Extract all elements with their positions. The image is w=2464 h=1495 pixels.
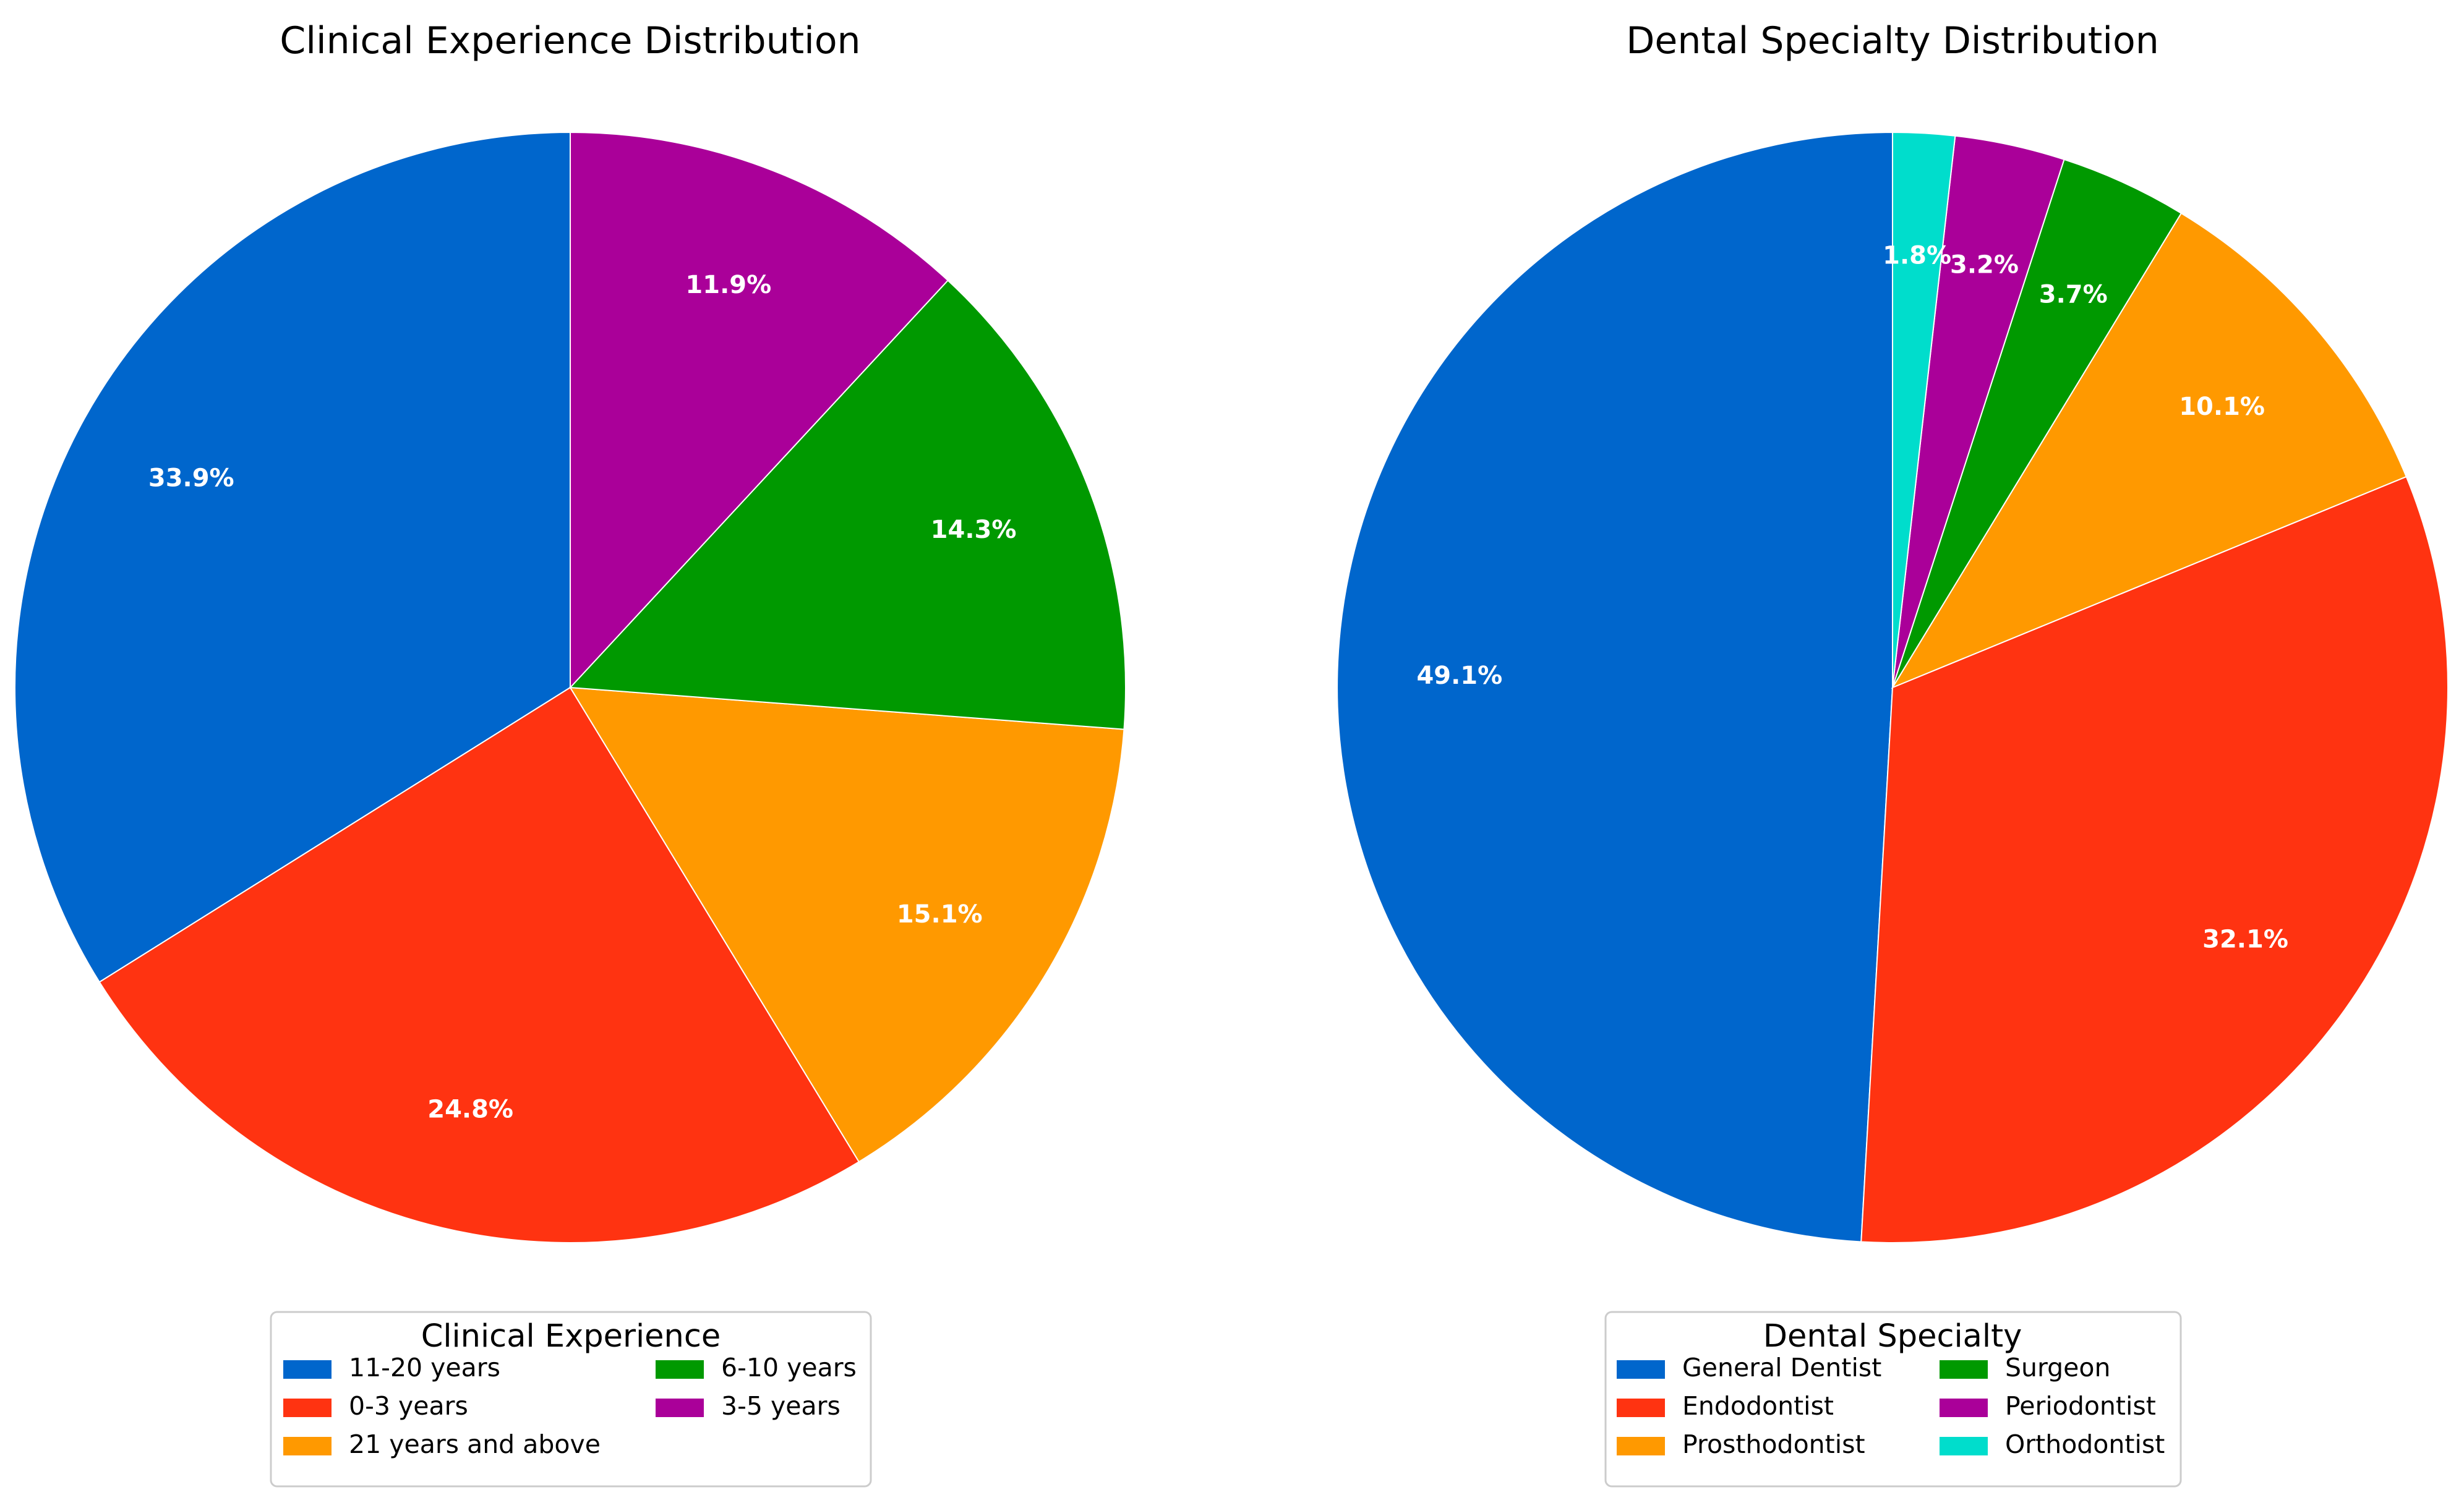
pie-slice-prosthodontist [1891, 212, 2408, 689]
legend-swatch-prosthodontist [1617, 1437, 1665, 1455]
chart-clinical-experience: Clinical Experience Distribution 33.9% 24… [14, 19, 1126, 1488]
legend-frame [1604, 1311, 2182, 1488]
pct-label-3-5-years: 11.9% [685, 271, 771, 299]
pct-label-0-3-years: 24.8% [427, 1096, 513, 1124]
pct-label-21-years-and-above: 15.1% [897, 900, 983, 929]
pct-label-11-20-years: 33.9% [148, 464, 234, 493]
legend-label-endodontist: Endodontist [1682, 1391, 1834, 1421]
legend-swatch-6-10-years [656, 1360, 704, 1379]
pct-label-general-dentist: 49.1% [1416, 662, 1502, 690]
legend-swatch-general-dentist [1617, 1360, 1665, 1379]
legend-title: Clinical Experience [421, 1318, 721, 1355]
legend-label-11-20-years: 11-20 years [349, 1353, 500, 1382]
legend-frame [270, 1311, 872, 1488]
legend-swatch-orthodontist [1940, 1437, 1988, 1455]
legend-label-surgeon: Surgeon [2005, 1353, 2110, 1382]
legend-dental-specialty: Dental Specialty General Dentist Endodont… [1604, 1311, 2182, 1488]
pie-slice-surgeon [1892, 158, 2183, 688]
pie-slice-endodontist [1860, 475, 2449, 1243]
legend-swatch-0-3-years [283, 1399, 332, 1417]
legend-label-3-5-years: 3-5 years [721, 1391, 841, 1421]
pie-slice-21-years-and-above [569, 686, 1125, 1163]
legend-label-21-years-and-above: 21 years and above [349, 1429, 601, 1459]
chart-title: Clinical Experience Distribution [280, 19, 860, 62]
pct-label-surgeon: 3.7% [2039, 280, 2108, 309]
legend-swatch-periodontist [1940, 1399, 1988, 1417]
pie-dental-specialty: 49.1% 32.1% 10.1% 3.7% 3.2%1.8% [1337, 131, 2449, 1243]
pie-slice-3-5-years [570, 131, 949, 689]
legend-label-periodontist: Periodontist [2005, 1391, 2156, 1421]
chart-title: Dental Specialty Distribution [1626, 19, 2159, 62]
legend-swatch-11-20-years [283, 1360, 332, 1379]
pie-slice-orthodontist [1892, 131, 1956, 688]
pie-clinical-experience: 33.9% 24.8% 15.1% 14.3% 11.9% [14, 131, 1126, 1243]
legend-label-prosthodontist: Prosthodontist [1682, 1429, 1865, 1459]
pct-label-orthodontist: 1.8% [1883, 242, 1951, 270]
legend-clinical-experience: Clinical Experience 11-20 years 0-3 years… [270, 1311, 872, 1488]
legend-title: Dental Specialty [1763, 1318, 2022, 1355]
pct-label-prosthodontist: 10.1% [2179, 393, 2265, 421]
chart-dental-specialty: Dental Specialty Distribution 49.1% 32.1%… [1337, 19, 2449, 1488]
legend-label-0-3-years: 0-3 years [349, 1391, 468, 1421]
pie-slice-0-3-years [98, 686, 860, 1243]
pie-slice-6-10-years [568, 279, 1126, 730]
pie-slice-11-20-years [14, 131, 571, 983]
pct-label-endodontist: 32.1% [2202, 925, 2288, 953]
pct-label-periodontist: 3.2% [1950, 250, 2019, 279]
pie-slice-general-dentist [1337, 131, 1893, 1243]
legend-swatch-surgeon [1940, 1360, 1988, 1379]
legend-swatch-3-5-years [656, 1399, 704, 1417]
legend-swatch-21-years-and-above [283, 1437, 332, 1455]
legend-label-general-dentist: General Dentist [1682, 1353, 1881, 1382]
legend-label-orthodontist: Orthodontist [2005, 1429, 2165, 1459]
legend-swatch-endodontist [1617, 1399, 1665, 1417]
pct-label-6-10-years: 14.3% [931, 516, 1017, 544]
legend-label-6-10-years: 6-10 years [721, 1353, 857, 1382]
